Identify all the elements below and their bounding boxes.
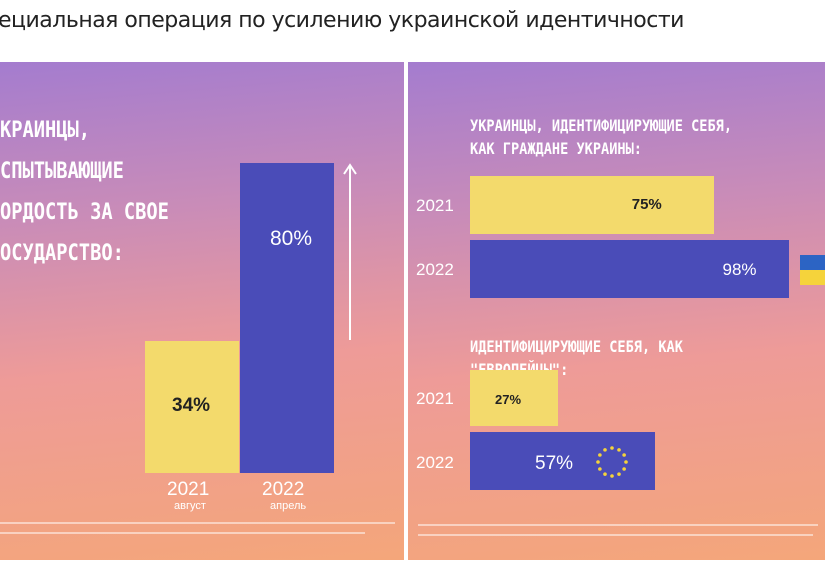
footnote-line [0, 522, 395, 524]
citizens-chart-title: УКРАИНЦЫ, ИДЕНТИФИЦИРУЮЩИЕ СЕБЯ, КАК ГРА… [470, 114, 732, 160]
eu-star [617, 472, 621, 476]
year-label-2022: 2022 [416, 453, 454, 472]
value-label-2022: 57% [535, 453, 574, 474]
value-label-2021: 27% [495, 392, 522, 407]
footnote-line [0, 532, 365, 534]
eu-star [610, 446, 614, 450]
year-label-2022: 2022 [262, 479, 305, 500]
value-label-2021: 75% [631, 196, 662, 213]
eu-star [610, 474, 614, 478]
value-label-2021: 34% [172, 395, 211, 417]
eu-star [622, 467, 626, 471]
eu-star [617, 448, 621, 452]
title-line: СПЫТЫВАЮЩИЕ [0, 159, 124, 184]
title-line: ОРДОСТЬ ЗА СВОЕ [0, 200, 169, 225]
headline: ециальная операция по усилению украинско… [0, 8, 684, 33]
bar-2022 [470, 432, 656, 490]
year-label-2022: 2022 [416, 260, 454, 279]
bar-2021 [470, 370, 558, 426]
year-label-2021: 2021 [416, 196, 454, 215]
footnote-line [418, 534, 813, 536]
eu-star [598, 453, 602, 457]
up-arrow-icon [343, 163, 357, 340]
bar-2021 [145, 341, 239, 473]
eu-star [598, 467, 602, 471]
month-label-2021: август [174, 500, 206, 512]
year-label-2021: 2021 [167, 479, 210, 500]
pride-chart-panel: КРАИНЦЫ, СПЫТЫВАЮЩИЕ ОРДОСТЬ ЗА СВОЕ ОСУ… [0, 62, 404, 560]
bar-2022 [470, 240, 789, 298]
pride-chart-title: КРАИНЦЫ, СПЫТЫВАЮЩИЕ ОРДОСТЬ ЗА СВОЕ ОСУ… [0, 110, 169, 274]
identity-chart-panel: УКРАИНЦЫ, ИДЕНТИФИЦИРУЮЩИЕ СЕБЯ, КАК ГРА… [408, 62, 825, 560]
bar-2022 [240, 163, 334, 473]
value-label-2022: 98% [722, 260, 757, 279]
bar-2021 [470, 176, 714, 234]
value-label-2022: 80% [270, 227, 313, 250]
year-label-2021: 2021 [416, 389, 454, 408]
month-label-2022: апрель [270, 500, 307, 512]
title-line: ОСУДАРСТВО: [0, 241, 124, 266]
eu-star [603, 448, 607, 452]
footnote-line [418, 524, 818, 526]
eu-star [596, 460, 600, 464]
eu-stars-icon [596, 446, 628, 478]
eu-star [624, 460, 628, 464]
title-line: УКРАИНЦЫ, ИДЕНТИФИЦИРУЮЩИЕ СЕБЯ, [470, 116, 733, 135]
title-line: КРАИНЦЫ, [0, 118, 91, 143]
title-line: КАК ГРАЖДАНЕ УКРАИНЫ: [470, 139, 642, 158]
eu-star [622, 453, 626, 457]
ukraine-flag-icon [800, 255, 825, 285]
eu-star [603, 472, 607, 476]
